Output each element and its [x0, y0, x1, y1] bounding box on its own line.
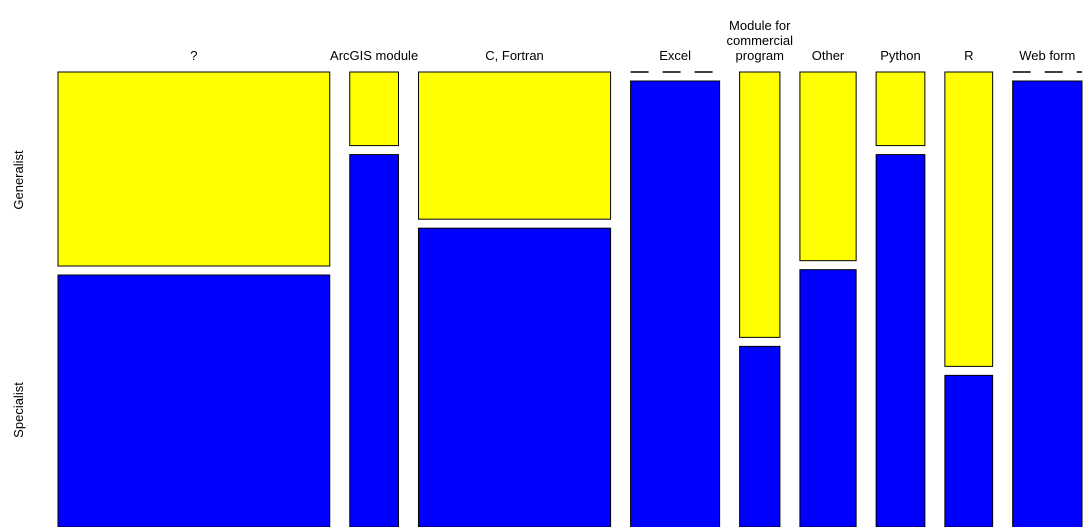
- tile-specialist-other: [799, 269, 857, 527]
- tile-specialist-module-for-commercial-program: [739, 345, 781, 527]
- mosaic-tiles: [57, 71, 1083, 527]
- tile-specialist-r: [944, 374, 994, 527]
- tile-generalist-arcgis-module: [349, 71, 399, 147]
- tile-specialist-excel: [630, 80, 721, 527]
- category-label-python: Python: [880, 48, 920, 63]
- row-labels: Generalist Specialist: [11, 150, 26, 438]
- tile-generalist-r: [944, 71, 994, 367]
- tile-specialist-c-fortran: [417, 227, 612, 527]
- tile-specialist-question: [57, 274, 331, 527]
- row-label-specialist: Specialist: [11, 382, 26, 438]
- tile-generalist-c-fortran: [417, 71, 612, 220]
- tile-specialist-web-form: [1012, 80, 1083, 527]
- tile-generalist-module-for-commercial-program: [739, 71, 781, 338]
- category-label-arcgis-module: ArcGIS module: [330, 48, 418, 63]
- tile-generalist-python: [875, 71, 926, 147]
- tile-specialist-python: [875, 154, 926, 527]
- category-label-other: Other: [812, 48, 845, 63]
- category-label-c-fortran: C, Fortran: [485, 48, 544, 63]
- category-labels: ? ArcGIS module C, Fortran Excel Module for c…: [190, 18, 1075, 63]
- row-label-generalist: Generalist: [11, 150, 26, 210]
- category-label-r: R: [964, 48, 973, 63]
- tile-generalist-other: [799, 71, 857, 262]
- category-label-excel: Excel: [659, 48, 691, 63]
- category-label-web-form: Web form: [1019, 48, 1075, 63]
- tile-specialist-arcgis-module: [349, 154, 399, 527]
- category-label-question: ?: [190, 48, 197, 63]
- tile-generalist-question: [57, 71, 331, 267]
- category-label-module-for-commercial-program: Module for commercial program: [727, 18, 794, 63]
